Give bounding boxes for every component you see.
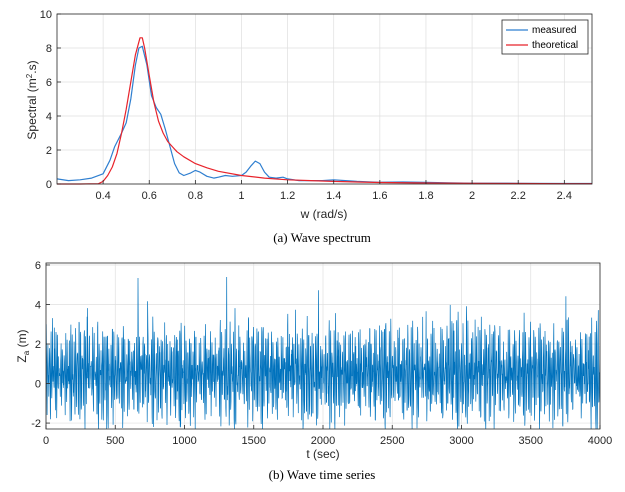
y-tick-label: 6 <box>35 260 41 272</box>
legend-label-theoretical: theoretical <box>532 40 578 51</box>
series-line-measured <box>57 45 592 185</box>
spectrum-chart: 0.4 0.6 0.8 1 1.2 1.4 1.6 1.8 2 2.2 2.4 0 2 4 6 8 10 w … <box>25 9 593 245</box>
y-tick-label: 2 <box>46 145 52 157</box>
x-tick-label: 1 <box>238 190 244 202</box>
x-tick-label: 0.8 <box>188 190 203 202</box>
x-tick-label: 2000 <box>311 435 335 447</box>
y-tick-label: 6 <box>46 77 52 89</box>
x-tick-label: 500 <box>106 435 124 447</box>
spectrum-series-group <box>57 37 592 185</box>
spectrum-grid <box>57 13 592 185</box>
legend-box <box>501 19 589 55</box>
y-tick-label: 8 <box>46 43 52 55</box>
y-tick-label: 2 <box>35 339 41 351</box>
series-line-wave-elevation <box>46 276 600 429</box>
y-tick-label: 10 <box>40 9 52 21</box>
y-tick-label: 0 <box>35 379 41 391</box>
y-tick-label: 0 <box>46 179 52 191</box>
y-tick-label: 4 <box>46 111 52 123</box>
x-tick-label: 2.2 <box>511 190 526 202</box>
spectrum-axes-box <box>56 13 593 185</box>
timeseries-caption: (b) Wave time series <box>269 467 376 482</box>
timeseries-y-ticks: -2 0 2 4 6 <box>31 260 50 430</box>
timeseries-x-label: t (sec) <box>306 447 339 461</box>
x-tick-label: 2 <box>469 190 475 202</box>
spectrum-legend: measured theoretical <box>501 19 589 55</box>
x-tick-label: 1.4 <box>326 190 341 202</box>
spectrum-y-ticks: 0 2 4 6 8 10 <box>40 9 61 191</box>
x-tick-label: 0 <box>43 435 49 447</box>
x-tick-label: 0.6 <box>142 190 157 202</box>
x-tick-label: 1.6 <box>372 190 387 202</box>
timeseries-series-group <box>46 276 600 429</box>
spectrum-x-label: w (rad/s) <box>300 207 348 221</box>
y-tick-label: -2 <box>31 418 41 430</box>
timeseries-chart: 0 500 1000 1500 2000 2500 3000 3500 4000 -20246 … <box>15 260 612 482</box>
x-tick-label: 1500 <box>242 435 266 447</box>
spectrum-x-ticks: 0.4 0.6 0.8 1 1.2 1.4 1.6 1.8 2 2.2 2.4 <box>95 180 572 202</box>
timeseries-y-label: Za (m) <box>15 329 31 362</box>
legend-label-measured: measured <box>532 25 576 36</box>
x-tick-label: 2.4 <box>557 190 572 202</box>
x-tick-label: 1.8 <box>418 190 433 202</box>
x-tick-label: 0.4 <box>95 190 110 202</box>
x-tick-label: 3000 <box>449 435 473 447</box>
x-tick-label: 1000 <box>172 435 196 447</box>
y-tick-label: 4 <box>35 300 41 312</box>
x-tick-label: 2500 <box>380 435 404 447</box>
x-tick-label: 4000 <box>588 435 612 447</box>
spectrum-y-label: Spectral (m2.s) <box>25 60 39 139</box>
series-line-theoretical <box>57 37 592 185</box>
x-tick-label: 1.2 <box>280 190 295 202</box>
spectrum-caption: (a) Wave spectrum <box>273 230 371 245</box>
x-tick-label: 3500 <box>519 435 543 447</box>
timeseries-x-ticks: 0 500 1000 1500 2000 2500 3000 3500 4000 <box>43 425 612 447</box>
